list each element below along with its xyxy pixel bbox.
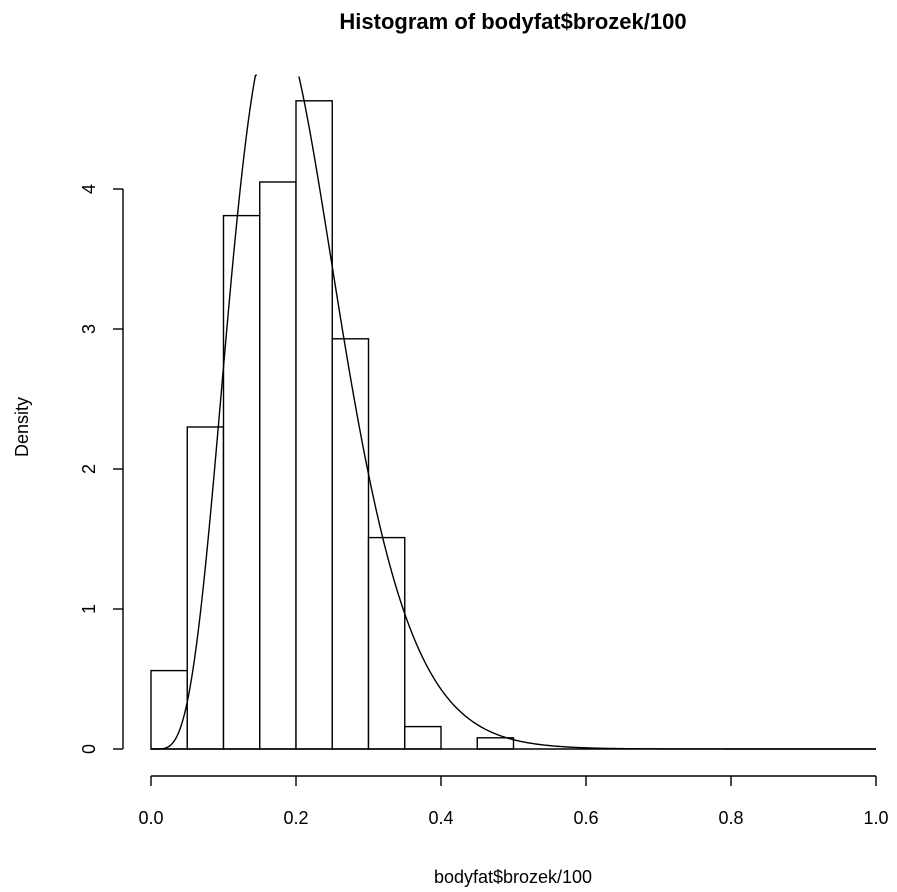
histogram-bar-7: [404, 725, 442, 750]
histogram-bar-9: [476, 737, 515, 750]
histogram-bar-2: [222, 214, 261, 750]
y-tick-label-2: 2: [79, 464, 99, 474]
histogram-bars: [150, 100, 876, 750]
x-tick-label-5: 1.0: [863, 808, 888, 828]
density-curve: [151, 74, 876, 750]
x-tick-label-1: 0.2: [283, 808, 308, 828]
x-tick-label-2: 0.4: [428, 808, 453, 828]
x-tick-label-0: 0.0: [138, 808, 163, 828]
x-axis: 0.0 0.2 0.4 0.6 0.8 1.0: [138, 775, 889, 828]
chart-title: Histogram of bodyfat$brozek/100: [339, 9, 686, 34]
y-tick-label-3: 3: [79, 324, 99, 334]
histogram-bar-4: [295, 100, 333, 750]
x-tick-label-4: 0.8: [718, 808, 743, 828]
x-tick-label-3: 0.6: [573, 808, 598, 828]
y-tick-label-4: 4: [79, 184, 99, 194]
y-tick-label-0: 0: [79, 744, 99, 754]
histogram-bar-5: [331, 338, 370, 750]
histogram-bar-6: [367, 536, 406, 750]
histogram-bar-3: [259, 181, 297, 750]
y-axis-label: Density: [12, 397, 32, 457]
histogram-bar-0: [150, 669, 188, 750]
y-tick-label-1: 1: [79, 604, 99, 614]
x-axis-label: bodyfat$brozek/100: [434, 867, 592, 887]
histogram-bar-1: [186, 426, 225, 750]
y-axis: 0 1 2 3 4: [79, 184, 124, 754]
